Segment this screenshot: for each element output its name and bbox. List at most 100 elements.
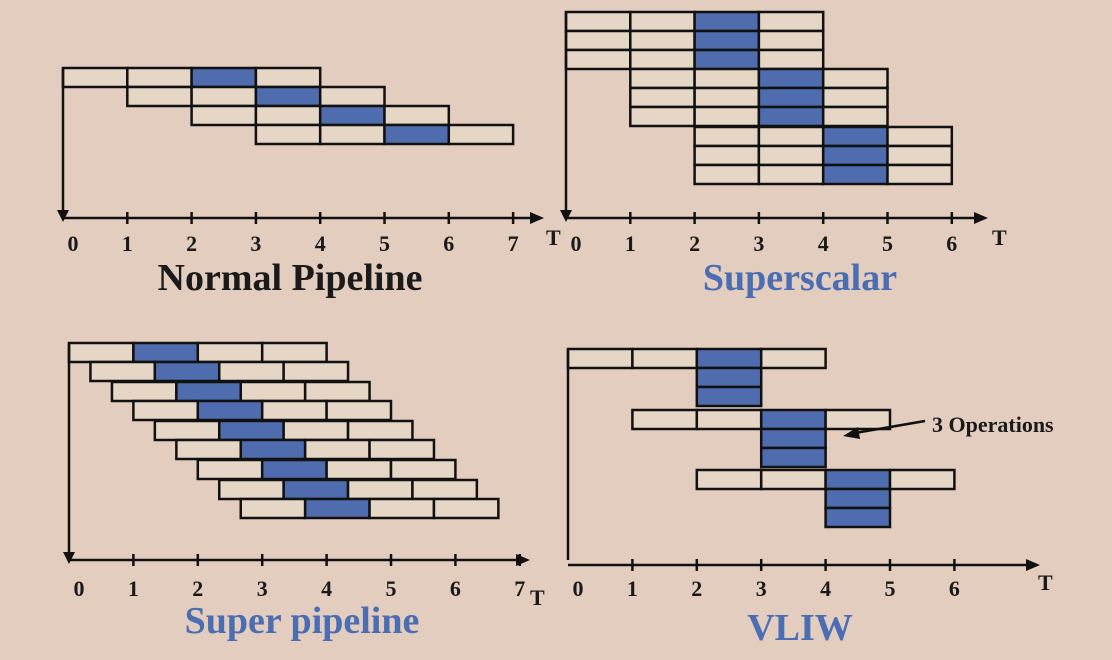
superscalar-instr-5-stage-1 [693,105,761,128]
superscalar-instr-7-stage-2-active [821,144,889,167]
superscalar-instr-5-stage-3 [821,105,889,128]
superscalar-instr-8-stage-1 [757,163,825,186]
vliw-title: VLIW [747,607,853,649]
vliw-instr-0-stage-0 [566,347,634,370]
super-pipeline-instr-3-stage-2 [260,399,328,422]
super-pipeline-axis-label: T [530,585,545,610]
superscalar-instr-3-stage-2-active [757,67,825,90]
vliw-tick-label-0: 0 [573,576,584,601]
super-pipeline-instr-3-stage-1-active [196,399,264,422]
normal-pipeline-instr-0-stage-0 [61,66,129,89]
vliw-annotation-arrowhead [843,427,860,439]
normal-pipeline-instr-3-stage-0 [254,123,322,146]
super-pipeline-time-arrow [516,554,530,566]
super-pipeline-instr-5-stage-1-active [239,438,307,461]
normal-pipeline-tick-label-0: 0 [68,231,79,256]
super-pipeline-y-arrow [63,552,75,564]
superscalar-instr-1-stage-1 [629,29,696,52]
panel-super-pipeline: 0 1 2 3 4 5 6 7 T Super pipeline [63,341,545,642]
super-pipeline-tick-label-0: 0 [74,576,85,601]
super-pipeline-ticks: 0 1 2 3 4 5 6 7 [74,554,525,601]
superscalar-instr-8-stage-2-active [821,163,889,186]
super-pipeline-instr-8-stage-1-active [303,497,371,520]
superscalar-instr-2-stage-0 [564,48,632,71]
superscalar-instr-1-stage-0 [564,29,632,52]
normal-pipeline-instr-1-stage-2-active [254,85,322,108]
super-pipeline-instr-7-stage-2 [346,478,414,501]
vliw-instr-0-op-2 [695,385,763,408]
superscalar-instr-4-stage-0 [629,86,696,109]
normal-pipeline-tick-label-3: 3 [250,231,261,256]
normal-pipeline-y-arrow [57,210,69,222]
superscalar-instr-6-stage-0 [693,125,761,148]
superscalar-tick-label-1: 1 [625,231,636,256]
superscalar-instr-7-stage-0 [693,144,761,167]
vliw-annotation-arrow-line [854,419,926,435]
superscalar-instr-7-stage-1 [757,144,825,167]
superscalar-instr-8-stage-0 [693,163,761,186]
normal-pipeline-instr-3-stage-2-active [383,123,451,146]
super-pipeline-title: Super pipeline [185,600,420,642]
vliw-tick-label-4: 4 [820,576,831,601]
superscalar-y-arrow [560,210,572,222]
vliw-annotation: 3 Operations [932,412,1054,437]
normal-pipeline-tick-label-1: 1 [122,231,133,256]
superscalar-instr-3-stage-1 [693,67,761,90]
super-pipeline-instr-0-stage-2 [196,341,264,364]
super-pipeline-instr-5-stage-2 [303,438,371,461]
super-pipeline-instr-7-stage-0 [217,478,285,501]
superscalar-instr-4-stage-3 [821,86,889,109]
normal-pipeline-instr-1-stage-1 [190,85,258,108]
normal-pipeline-tick-label-5: 5 [379,231,390,256]
super-pipeline-instr-8-stage-3 [432,497,500,520]
super-pipeline-instr-7-stage-3 [411,478,479,501]
superscalar-cells [564,10,954,186]
superscalar-instr-1-stage-2-active [693,29,761,52]
super-pipeline-instr-4-stage-1-active [217,419,285,442]
super-pipeline-instr-1-stage-3 [282,360,350,383]
superscalar-instr-3-stage-0 [629,67,696,90]
super-pipeline-instr-3-stage-3 [325,399,393,422]
super-pipeline-tick-label-3: 3 [257,576,268,601]
vliw-tick-label-5: 5 [885,576,896,601]
super-pipeline-instr-1-stage-0 [89,360,157,383]
vliw-tick-label-1: 1 [627,576,638,601]
superscalar-tick-label-3: 3 [753,231,764,256]
superscalar-tick-label-0: 0 [571,231,582,256]
super-pipeline-instr-5-stage-3 [368,438,436,461]
super-pipeline-instr-2-stage-0 [110,380,178,403]
super-pipeline-instr-7-stage-1-active [282,478,350,501]
super-pipeline-instr-2-stage-3 [303,380,371,403]
super-pipeline-instr-2-stage-1-active [175,380,243,403]
vliw-tick-label-3: 3 [756,576,767,601]
superscalar-instr-1-stage-3 [757,29,825,52]
super-pipeline-instr-2-stage-2 [239,380,307,403]
vliw-tick-label-6: 6 [949,576,960,601]
normal-pipeline-tick-label-6: 6 [443,231,454,256]
normal-pipeline-instr-2-stage-3 [383,104,451,127]
normal-pipeline-axis-label: T [546,225,561,250]
normal-pipeline-instr-2-stage-1 [254,104,322,127]
normal-pipeline-instr-2-stage-0 [190,104,258,127]
vliw-time-arrow [1026,559,1040,571]
super-pipeline-tick-label-1: 1 [128,576,139,601]
superscalar-instr-0-stage-1 [629,10,696,33]
super-pipeline-instr-1-stage-1-active [153,360,221,383]
vliw-instr-2-op-2 [824,506,892,529]
super-pipeline-instr-0-stage-0 [67,341,135,364]
superscalar-instr-0-stage-3 [757,10,825,33]
vliw-instr-1-op-0 [759,408,827,431]
super-pipeline-instr-5-stage-0 [175,438,243,461]
superscalar-instr-8-stage-3 [886,163,954,186]
normal-pipeline-instr-0-stage-1 [126,66,193,89]
vliw-tick-label-2: 2 [691,576,702,601]
normal-pipeline-instr-3-stage-1 [318,123,386,146]
super-pipeline-tick-label-5: 5 [386,576,397,601]
super-pipeline-instr-8-stage-2 [368,497,436,520]
superscalar-instr-2-stage-2-active [693,48,761,71]
super-pipeline-instr-4-stage-3 [346,419,414,442]
normal-pipeline-title: Normal Pipeline [158,257,423,299]
normal-pipeline-time-arrow [530,212,544,224]
superscalar-tick-label-5: 5 [882,231,893,256]
vliw-instr-2-stage-3 [888,468,956,491]
